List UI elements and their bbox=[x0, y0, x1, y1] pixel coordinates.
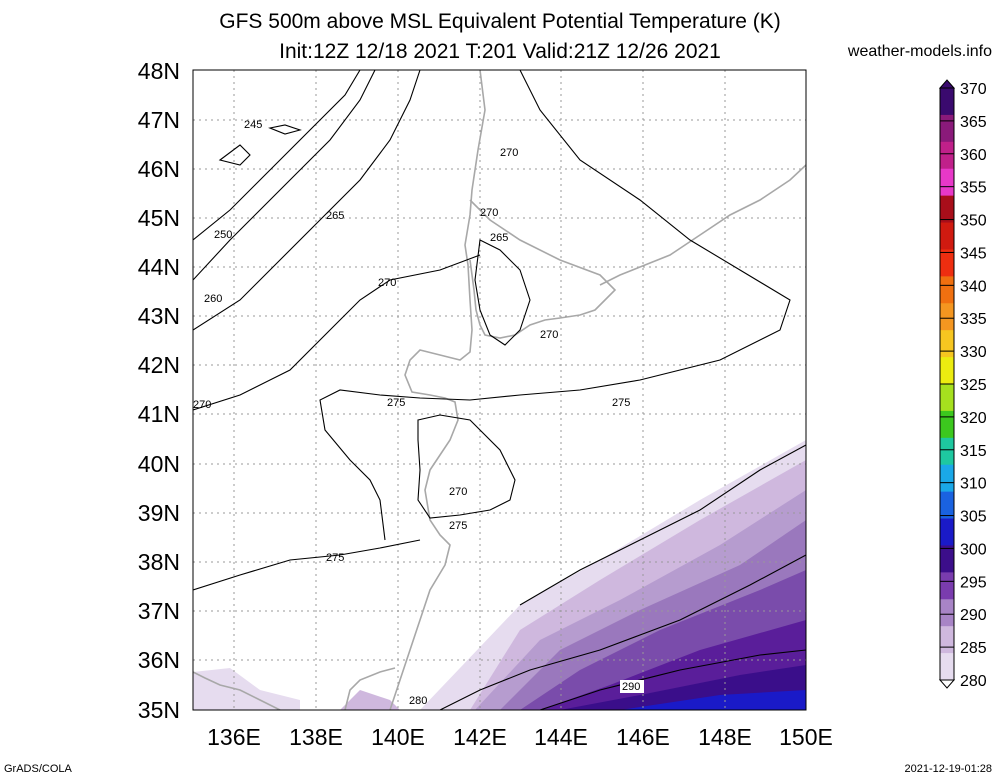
colorbar-swatch bbox=[940, 249, 954, 277]
contour-label: 250 bbox=[214, 229, 232, 241]
colorbar-swatch bbox=[940, 168, 954, 197]
contour-label: 270 bbox=[480, 207, 498, 219]
contour-label: 275 bbox=[387, 397, 405, 409]
colorbar-label: 360 bbox=[960, 147, 987, 164]
colorbar-bottom-arrow bbox=[938, 679, 956, 689]
contour-label: 270 bbox=[500, 147, 518, 159]
lat-label: 37N bbox=[138, 598, 180, 624]
colorbar-swatch bbox=[940, 384, 954, 412]
lat-label: 38N bbox=[138, 549, 180, 575]
site-credit: weather-models.info bbox=[847, 43, 992, 60]
contour-label: 270 bbox=[449, 486, 467, 498]
colorbar-swatch bbox=[940, 276, 954, 304]
contour-labels: 245 250 260 265 270 270 265 270 270 270 … bbox=[193, 119, 644, 707]
colorbar-swatch bbox=[940, 599, 954, 627]
colorbar-swatch bbox=[940, 88, 954, 116]
shaded-field bbox=[193, 440, 806, 710]
longitude-axis: 136E 138E 140E 142E 144E 146E 148E 150E bbox=[207, 724, 833, 750]
colorbar-swatch bbox=[940, 518, 954, 546]
colorbar-label: 355 bbox=[960, 180, 987, 197]
colorbar-swatch bbox=[940, 491, 954, 520]
contour-lines bbox=[193, 70, 806, 710]
render-timestamp: 2021-12-19-01:28 bbox=[904, 763, 992, 775]
contour-label: 270 bbox=[193, 399, 211, 411]
colorbar-swatch bbox=[940, 437, 954, 466]
colorbar-label: 320 bbox=[960, 410, 987, 427]
lon-label: 146E bbox=[616, 724, 670, 750]
latitude-axis: 48N 47N 46N 45N 44N 43N 42N 41N 40N 39N … bbox=[138, 58, 180, 723]
contour-label: 270 bbox=[378, 277, 396, 289]
colorbar-label: 285 bbox=[960, 640, 987, 657]
colorbar-swatch bbox=[940, 626, 954, 654]
colorbar-swatch bbox=[940, 410, 954, 439]
colorbar-swatch bbox=[940, 464, 954, 493]
colorbar-swatch bbox=[940, 303, 954, 331]
colorbar-label: 340 bbox=[960, 278, 987, 295]
lon-label: 150E bbox=[779, 724, 833, 750]
colorbar-label: 315 bbox=[960, 443, 987, 460]
lat-label: 36N bbox=[138, 647, 180, 673]
colorbar-label: 295 bbox=[960, 574, 987, 591]
lon-label: 140E bbox=[371, 724, 425, 750]
coastlines bbox=[193, 70, 806, 710]
colorbar-label: 350 bbox=[960, 213, 987, 230]
lon-label: 142E bbox=[453, 724, 507, 750]
colorbar-label: 280 bbox=[960, 673, 987, 690]
lat-label: 42N bbox=[138, 352, 180, 378]
colorbar-swatch bbox=[940, 141, 954, 170]
colorbar-label: 335 bbox=[960, 311, 987, 328]
contour-label: 270 bbox=[540, 329, 558, 341]
colorbar-top-arrow bbox=[938, 79, 956, 89]
lat-label: 47N bbox=[138, 107, 180, 133]
lat-label: 44N bbox=[138, 254, 180, 280]
contour-label: 290 bbox=[622, 681, 640, 693]
lat-label: 39N bbox=[138, 500, 180, 526]
colorbar-swatch bbox=[940, 114, 954, 143]
contour-label: 260 bbox=[204, 293, 222, 305]
lat-label: 46N bbox=[138, 156, 180, 182]
lat-label: 40N bbox=[138, 451, 180, 477]
colorbar-swatch bbox=[940, 357, 954, 385]
contour-label: 265 bbox=[490, 232, 508, 244]
contour-label: 265 bbox=[326, 210, 344, 222]
colorbar-label: 290 bbox=[960, 607, 987, 624]
software-credit: GrADS/COLA bbox=[4, 763, 72, 775]
map-subtitle: Init:12Z 12/18 2021 T:201 Valid:21Z 12/2… bbox=[279, 40, 721, 63]
map-title: GFS 500m above MSL Equivalent Potential … bbox=[219, 10, 781, 33]
colorbar-swatch bbox=[940, 222, 954, 250]
colorbar-label: 370 bbox=[960, 81, 987, 98]
lat-label: 35N bbox=[138, 697, 180, 723]
lat-label: 41N bbox=[138, 401, 180, 427]
colorbar-label: 310 bbox=[960, 476, 987, 493]
colorbar-swatch bbox=[940, 330, 954, 358]
lon-label: 136E bbox=[207, 724, 261, 750]
colorbar-swatch bbox=[940, 653, 954, 681]
lon-label: 148E bbox=[698, 724, 752, 750]
colorbar-label: 345 bbox=[960, 245, 987, 262]
plot-frame bbox=[192, 69, 807, 711]
colorbar-label: 305 bbox=[960, 509, 987, 526]
contour-label: 275 bbox=[326, 552, 344, 564]
colorbar-swatch bbox=[940, 572, 954, 600]
lat-label: 45N bbox=[138, 205, 180, 231]
colorbar-swatch bbox=[940, 195, 954, 224]
colorbar: 370 365 360 355 350 345 340 335 330 325 320 315 310 3… bbox=[938, 79, 987, 690]
contour-label: 245 bbox=[244, 119, 262, 131]
colorbar-swatch bbox=[940, 545, 954, 573]
contour-label: 280 bbox=[409, 695, 427, 707]
colorbar-label: 330 bbox=[960, 344, 987, 361]
lat-label: 43N bbox=[138, 303, 180, 329]
contour-label: 275 bbox=[449, 520, 467, 532]
contour-label: 275 bbox=[612, 397, 630, 409]
colorbar-label: 300 bbox=[960, 541, 987, 558]
lon-label: 138E bbox=[289, 724, 343, 750]
lon-label: 144E bbox=[534, 724, 588, 750]
colorbar-label: 325 bbox=[960, 377, 987, 394]
colorbar-label: 365 bbox=[960, 114, 987, 131]
lat-label: 48N bbox=[138, 58, 180, 84]
